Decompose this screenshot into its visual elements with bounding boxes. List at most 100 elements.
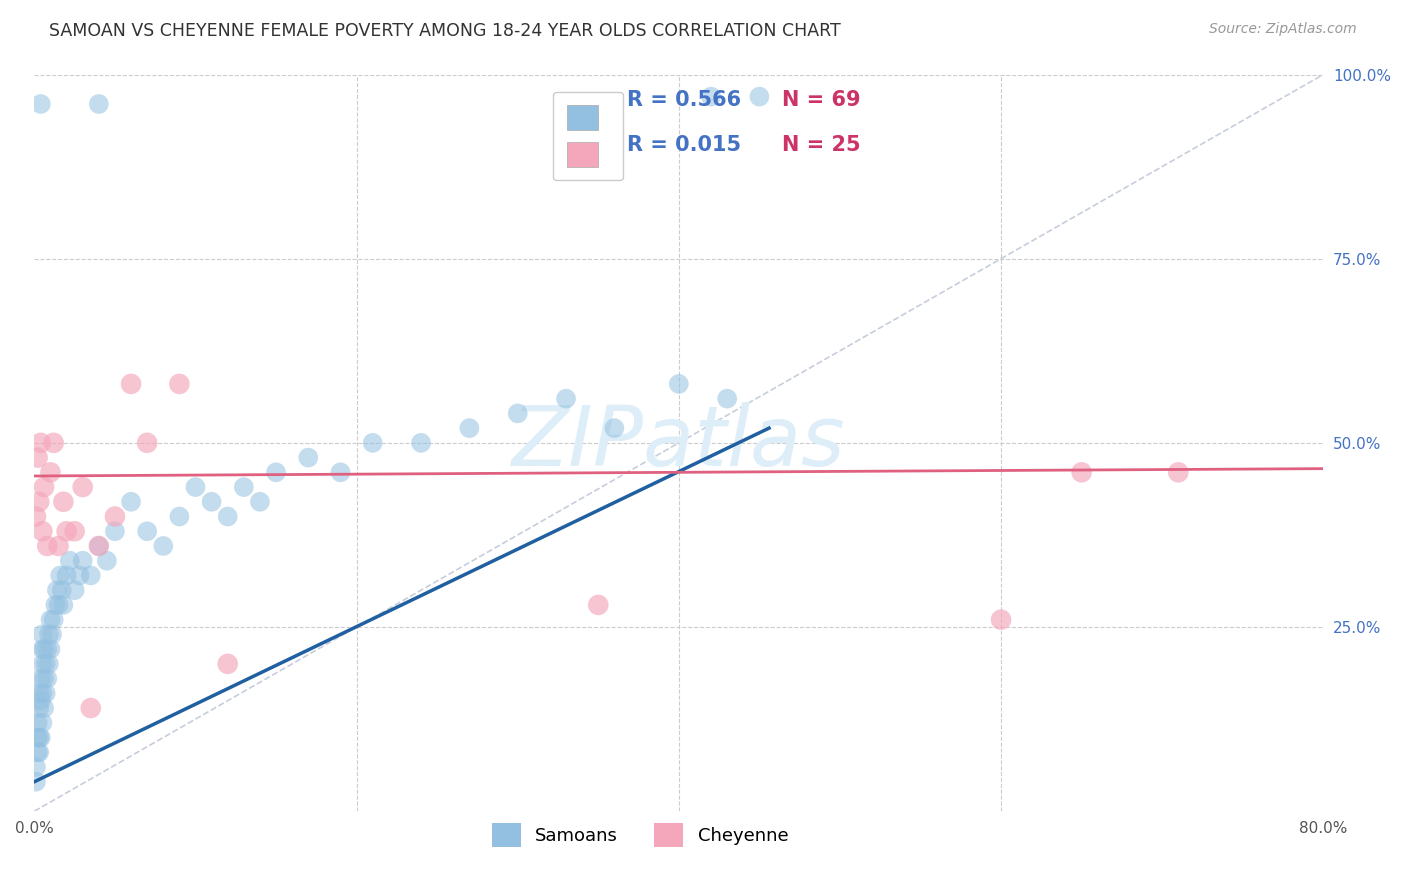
Point [59,554,82,568]
Point [27,715,49,730]
Point [200,495,222,509]
Text: R = 0.566: R = 0.566 [627,90,741,111]
Point [25,774,48,789]
Point [39,466,62,480]
Point [217,509,239,524]
Point [120,376,142,391]
Point [169,376,191,391]
Point [30,731,52,745]
Text: N = 69: N = 69 [782,90,860,111]
Point [80,568,103,582]
Point [27,450,49,465]
Point [39,613,62,627]
Point [87,539,110,553]
Point [104,524,127,539]
Point [37,672,59,686]
Point [27,745,49,759]
Point [72,480,94,494]
Point [31,657,53,671]
Point [37,539,59,553]
Text: SAMOAN VS CHEYENNE FEMALE POVERTY AMONG 18-24 YEAR OLDS CORRELATION CHART: SAMOAN VS CHEYENNE FEMALE POVERTY AMONG … [49,22,841,40]
Point [31,715,53,730]
Point [748,89,770,103]
Point [28,731,51,745]
Point [232,480,254,494]
Point [55,568,77,582]
Point [1167,466,1189,480]
Point [51,583,73,598]
Point [96,554,118,568]
Point [217,657,239,671]
Point [31,627,53,641]
Point [48,598,70,612]
Point [69,568,91,582]
Point [264,466,287,480]
Point [49,568,72,582]
Point [31,642,53,657]
Point [44,598,66,612]
Point [55,524,77,539]
Point [87,97,110,112]
Point [80,701,103,715]
Point [28,495,51,509]
Point [32,672,55,686]
Point [30,435,52,450]
Point [25,760,48,774]
Point [45,583,67,598]
Point [716,392,738,406]
Point [30,672,52,686]
Point [458,421,481,435]
Point [700,89,723,103]
Point [152,539,174,553]
Text: N = 25: N = 25 [782,135,860,154]
Point [120,495,142,509]
Point [603,421,626,435]
Point [52,495,75,509]
Text: R = 0.015: R = 0.015 [627,135,741,154]
Point [249,495,271,509]
Point [38,657,60,671]
Point [25,509,48,524]
Point [136,524,159,539]
Point [409,435,432,450]
Point [41,627,63,641]
Point [34,686,56,700]
Point [104,509,127,524]
Point [52,598,75,612]
Point [28,745,51,759]
Point [184,480,207,494]
Text: ZIPatlas: ZIPatlas [512,402,845,483]
Point [31,524,53,539]
Point [39,642,62,657]
Point [30,694,52,708]
Point [28,686,51,700]
Point [668,376,690,391]
Point [329,466,352,480]
Point [555,392,578,406]
Point [63,583,86,598]
Point [32,480,55,494]
Point [506,406,529,420]
Point [42,613,65,627]
Point [31,686,53,700]
Point [34,657,56,671]
Point [169,509,191,524]
Point [1070,466,1092,480]
Point [37,642,59,657]
Point [32,642,55,657]
Legend: Samoans, Cheyenne: Samoans, Cheyenne [485,816,796,854]
Point [30,97,52,112]
Point [87,539,110,553]
Point [42,435,65,450]
Point [297,450,319,465]
Text: Source: ZipAtlas.com: Source: ZipAtlas.com [1209,22,1357,37]
Point [38,627,60,641]
Point [990,613,1012,627]
Point [72,554,94,568]
Point [28,701,51,715]
Point [32,701,55,715]
Point [63,524,86,539]
Point [588,598,610,612]
Point [48,539,70,553]
Point [136,435,159,450]
